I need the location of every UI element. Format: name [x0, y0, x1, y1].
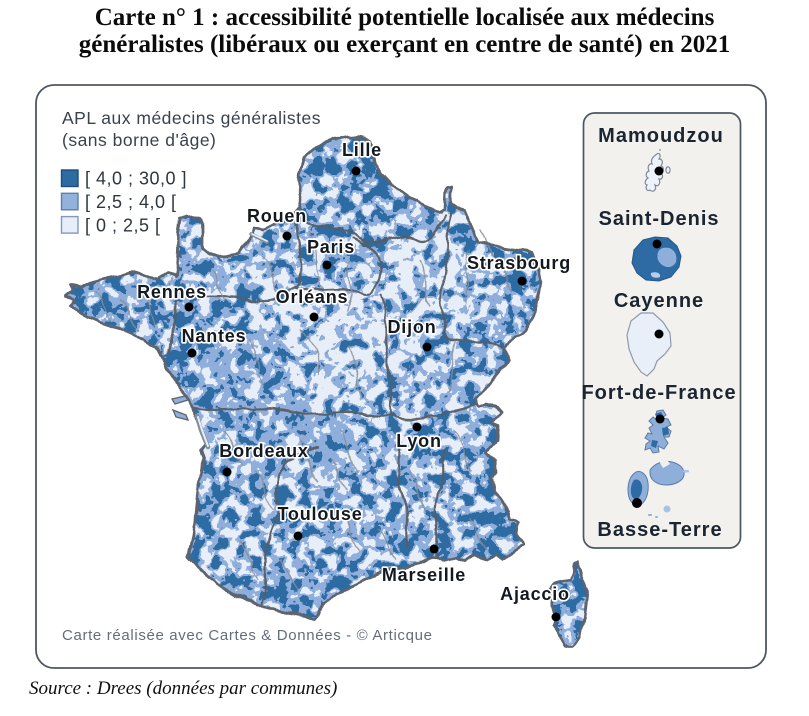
svg-text:[ 0 ; 2,5 [: [ 0 ; 2,5 [	[85, 215, 161, 235]
svg-text:Cayenne: Cayenne	[614, 290, 704, 312]
svg-text:Strasbourg: Strasbourg	[467, 253, 571, 273]
svg-text:[ 2,5 ; 4,0 [: [ 2,5 ; 4,0 [	[85, 192, 177, 212]
svg-text:Rennes: Rennes	[137, 282, 207, 302]
svg-text:APL aux médecins généralistes: APL aux médecins généralistes	[62, 108, 321, 128]
svg-text:Ajaccio: Ajaccio	[500, 584, 570, 604]
svg-text:Mamoudzou: Mamoudzou	[598, 125, 724, 147]
svg-text:Lyon: Lyon	[396, 431, 442, 451]
svg-text:Basse-Terre: Basse-Terre	[597, 519, 722, 541]
svg-text:Carte réalisée avec Cartes & D: Carte réalisée avec Cartes & Données - ©…	[62, 627, 433, 644]
svg-text:Rouen: Rouen	[247, 206, 307, 226]
svg-text:Bordeaux: Bordeaux	[219, 441, 308, 461]
svg-text:Fort-de-France: Fort-de-France	[581, 382, 736, 404]
svg-text:Orléans: Orléans	[276, 287, 349, 307]
svg-text:(sans borne d'âge): (sans borne d'âge)	[62, 130, 216, 150]
svg-text:Lille: Lille	[342, 140, 382, 160]
svg-text:Toulouse: Toulouse	[277, 504, 362, 524]
svg-text:Saint-Denis: Saint-Denis	[598, 208, 719, 230]
svg-text:Dijon: Dijon	[388, 317, 437, 337]
svg-text:Nantes: Nantes	[182, 326, 247, 346]
svg-text:[ 4,0 ; 30,0 ]: [ 4,0 ; 30,0 ]	[85, 169, 187, 189]
svg-text:Marseille: Marseille	[382, 565, 466, 585]
svg-text:Paris: Paris	[307, 237, 355, 257]
